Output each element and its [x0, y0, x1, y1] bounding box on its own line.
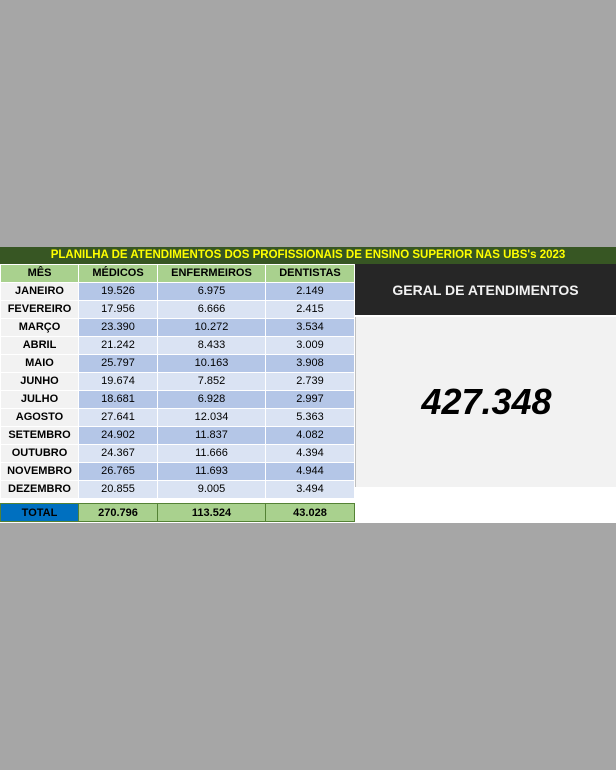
header-enfermeiros[interactable]: ENFERMEIROS: [157, 264, 266, 283]
cell-enfermeiros[interactable]: 11.693: [157, 462, 266, 481]
cell-mes[interactable]: OUTUBRO: [0, 444, 79, 463]
cell-mes[interactable]: MAIO: [0, 354, 79, 373]
cell-medicos[interactable]: 25.797: [78, 354, 158, 373]
cell-mes[interactable]: FEVEREIRO: [0, 300, 79, 319]
cell-mes[interactable]: AGOSTO: [0, 408, 79, 427]
attendance-table: MÊS MÉDICOS ENFERMEIROS DENTISTAS JANEIR…: [0, 264, 355, 499]
totals-row: TOTAL 270.796 113.524 43.028: [0, 503, 355, 522]
header-medicos[interactable]: MÉDICOS: [78, 264, 158, 283]
cell-mes[interactable]: JANEIRO: [0, 282, 79, 301]
cell-dentistas[interactable]: 4.944: [265, 462, 355, 481]
cell-enfermeiros[interactable]: 11.666: [157, 444, 266, 463]
cell-mes[interactable]: DEZEMBRO: [0, 480, 79, 499]
cell-medicos[interactable]: 19.674: [78, 372, 158, 391]
cell-enfermeiros[interactable]: 6.928: [157, 390, 266, 409]
table-row: FEVEREIRO 17.956 6.666 2.415: [0, 300, 355, 319]
cell-dentistas[interactable]: 2.739: [265, 372, 355, 391]
cell-medicos[interactable]: 27.641: [78, 408, 158, 427]
cell-mes[interactable]: ABRIL: [0, 336, 79, 355]
cell-dentistas[interactable]: 2.997: [265, 390, 355, 409]
cell-medicos[interactable]: 24.902: [78, 426, 158, 445]
cell-medicos[interactable]: 26.765: [78, 462, 158, 481]
table-row: OUTUBRO 24.367 11.666 4.394: [0, 444, 355, 463]
table-row: JULHO 18.681 6.928 2.997: [0, 390, 355, 409]
cell-mes[interactable]: JULHO: [0, 390, 79, 409]
table-row: JANEIRO 19.526 6.975 2.149: [0, 282, 355, 301]
table-row: MARÇO 23.390 10.272 3.534: [0, 318, 355, 337]
total-dentistas[interactable]: 43.028: [265, 503, 355, 522]
cell-enfermeiros[interactable]: 12.034: [157, 408, 266, 427]
cell-dentistas[interactable]: 2.149: [265, 282, 355, 301]
cell-dentistas[interactable]: 2.415: [265, 300, 355, 319]
cell-medicos[interactable]: 17.956: [78, 300, 158, 319]
cell-enfermeiros[interactable]: 11.837: [157, 426, 266, 445]
header-mes[interactable]: MÊS: [0, 264, 79, 283]
table-row: SETEMBRO 24.902 11.837 4.082: [0, 426, 355, 445]
header-dentistas[interactable]: DENTISTAS: [265, 264, 355, 283]
cell-medicos[interactable]: 20.855: [78, 480, 158, 499]
cell-enfermeiros[interactable]: 6.975: [157, 282, 266, 301]
table-row: MAIO 25.797 10.163 3.908: [0, 354, 355, 373]
cell-medicos[interactable]: 21.242: [78, 336, 158, 355]
cell-dentistas[interactable]: 4.394: [265, 444, 355, 463]
cell-enfermeiros[interactable]: 7.852: [157, 372, 266, 391]
cell-medicos[interactable]: 19.526: [78, 282, 158, 301]
cell-enfermeiros[interactable]: 6.666: [157, 300, 266, 319]
total-medicos[interactable]: 270.796: [78, 503, 158, 522]
totals-table: TOTAL 270.796 113.524 43.028: [0, 503, 355, 522]
cell-mes[interactable]: SETEMBRO: [0, 426, 79, 445]
table-body: JANEIRO 19.526 6.975 2.149 FEVEREIRO 17.956 6.…: [0, 282, 355, 499]
cell-medicos[interactable]: 24.367: [78, 444, 158, 463]
cell-dentistas[interactable]: 3.908: [265, 354, 355, 373]
cell-dentistas[interactable]: 5.363: [265, 408, 355, 427]
spreadsheet: PLANILHA DE ATENDIMENTOS DOS PROFISSIONA…: [0, 247, 616, 523]
table-row: JUNHO 19.674 7.852 2.739: [0, 372, 355, 391]
cell-mes[interactable]: JUNHO: [0, 372, 79, 391]
cell-enfermeiros[interactable]: 10.272: [157, 318, 266, 337]
total-enfermeiros[interactable]: 113.524: [157, 503, 266, 522]
sheet-title: PLANILHA DE ATENDIMENTOS DOS PROFISSIONA…: [0, 247, 616, 264]
cell-enfermeiros[interactable]: 10.163: [157, 354, 266, 373]
header-row: MÊS MÉDICOS ENFERMEIROS DENTISTAS: [0, 264, 355, 283]
cell-dentistas[interactable]: 3.494: [265, 480, 355, 499]
table-row: AGOSTO 27.641 12.034 5.363: [0, 408, 355, 427]
cell-dentistas[interactable]: 3.534: [265, 318, 355, 337]
cell-enfermeiros[interactable]: 9.005: [157, 480, 266, 499]
cell-enfermeiros[interactable]: 8.433: [157, 336, 266, 355]
table-row: ABRIL 21.242 8.433 3.009: [0, 336, 355, 355]
geral-value[interactable]: 427.348: [355, 317, 616, 487]
cell-dentistas[interactable]: 3.009: [265, 336, 355, 355]
table-row: NOVEMBRO 26.765 11.693 4.944: [0, 462, 355, 481]
cell-mes[interactable]: MARÇO: [0, 318, 79, 337]
cell-medicos[interactable]: 23.390: [78, 318, 158, 337]
table-row: DEZEMBRO 20.855 9.005 3.494: [0, 480, 355, 499]
cell-dentistas[interactable]: 4.082: [265, 426, 355, 445]
geral-label[interactable]: GERAL DE ATENDIMENTOS: [355, 264, 616, 315]
cell-medicos[interactable]: 18.681: [78, 390, 158, 409]
total-label[interactable]: TOTAL: [0, 503, 79, 522]
cell-mes[interactable]: NOVEMBRO: [0, 462, 79, 481]
